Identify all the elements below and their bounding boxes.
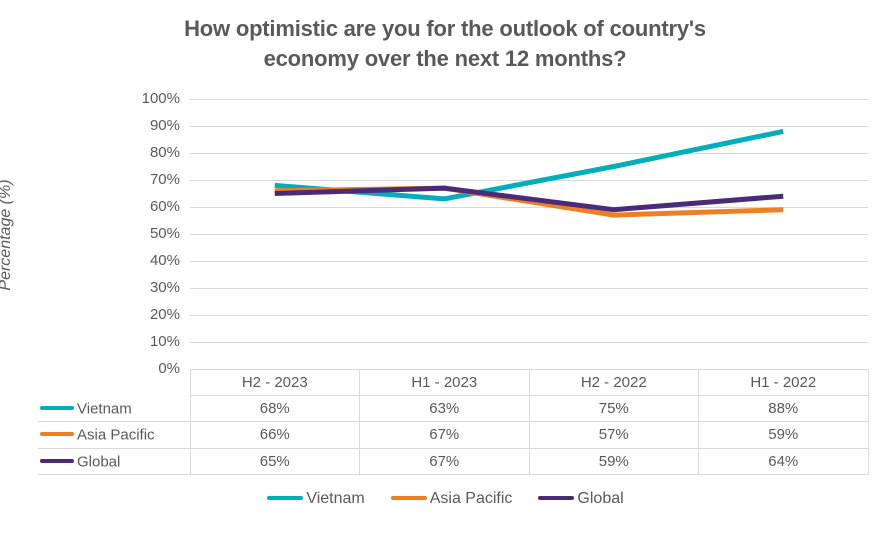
data-table: H2 - 2023 H1 - 2023 H2 - 2022 H1 - 2022 Viet… [38,369,869,476]
gridline [190,288,868,289]
gridline [190,315,868,316]
table-row: Global 65% 67% 59% 64% [38,447,869,476]
legend-color-swatch-icon [267,495,304,500]
table-cell-value: 63% [359,394,530,423]
legend-color-swatch-icon [538,495,575,500]
legend-item-asia-pacific[interactable]: Asia Pacific [390,490,513,508]
y-axis-tick-label: 80% [149,144,180,161]
series-color-swatch-icon [40,458,74,463]
series-lines [274,128,784,218]
gridline [190,153,868,154]
table-column-header: H2 - 2023 [189,369,360,396]
gridline [190,99,868,100]
chart-title-line-1: How optimistic are you for the outlook o… [184,16,706,41]
table-cell-value: 64% [698,447,869,476]
gridline [190,342,868,343]
series-line-global [274,185,784,213]
legend-item-global[interactable]: Global [538,490,624,508]
plot-area [190,99,868,370]
table-corner-cell [38,370,190,396]
y-axis-tick-label: 70% [149,171,180,188]
table-series-label-cell: Asia Pacific [38,421,191,449]
series-name-label: Vietnam [77,400,132,418]
y-axis-tick-label: 100% [141,90,180,107]
y-axis-tick-label: 20% [149,306,180,323]
gridline [190,234,868,235]
y-axis-tick-label: 90% [149,117,180,134]
table-column-header: H1 - 2023 [359,369,530,396]
gridline [190,126,868,127]
legend-color-swatch-icon [390,495,427,500]
table-cell-value: 65% [189,447,360,476]
legend-label: Asia Pacific [429,490,513,507]
table-cell-value: 68% [189,394,360,423]
table-column-header: H1 - 2022 [698,369,869,396]
legend-item-vietnam[interactable]: Vietnam [267,490,365,508]
table-row: Asia Pacific 66% 67% 57% 59% [38,421,869,449]
table-column-header: H2 - 2022 [528,369,699,396]
table-cell-value: 57% [528,421,699,449]
y-axis-tick-label: 50% [149,225,180,242]
table-cell-value: 67% [359,421,530,449]
chart-legend: Vietnam Asia Pacific Global [0,490,891,508]
y-axis-tick-label: 0% [158,360,180,377]
y-axis-title: Percentage (%) [0,179,14,291]
y-axis-tick-label: 30% [149,279,180,296]
table-cell-value: 75% [528,394,699,423]
table-header-row: H2 - 2023 H1 - 2023 H2 - 2022 H1 - 2022 [38,369,869,396]
y-axis-tick-label: 40% [149,252,180,269]
series-color-swatch-icon [40,405,74,410]
gridline [190,207,868,208]
table-cell-value: 67% [359,447,530,476]
series-name-label: Global [77,453,121,471]
table-cell-value: 88% [698,394,869,423]
chart-title: How optimistic are you for the outlook o… [120,14,770,74]
table-series-label-cell: Vietnam [38,395,191,423]
y-axis-tick-label: 10% [149,333,180,350]
table-row: Vietnam 68% 63% 75% 88% [38,394,869,423]
table-series-label-cell: Global [38,448,191,476]
legend-label: Global [577,490,624,507]
chart-title-line-2: economy over the next 12 months? [263,46,627,71]
table-cell-value: 66% [189,421,360,449]
y-axis-tick-labels: 100% 90% 80% 70% 60% 50% 40% 30% 20% 10% 0% [96,91,180,376]
series-color-swatch-icon [40,432,74,437]
gridline [190,261,868,262]
legend-label: Vietnam [306,490,365,507]
y-axis-tick-label: 60% [149,198,180,215]
table-cell-value: 59% [698,421,869,449]
series-name-label: Asia Pacific [77,426,155,444]
table-cell-value: 59% [528,447,699,476]
